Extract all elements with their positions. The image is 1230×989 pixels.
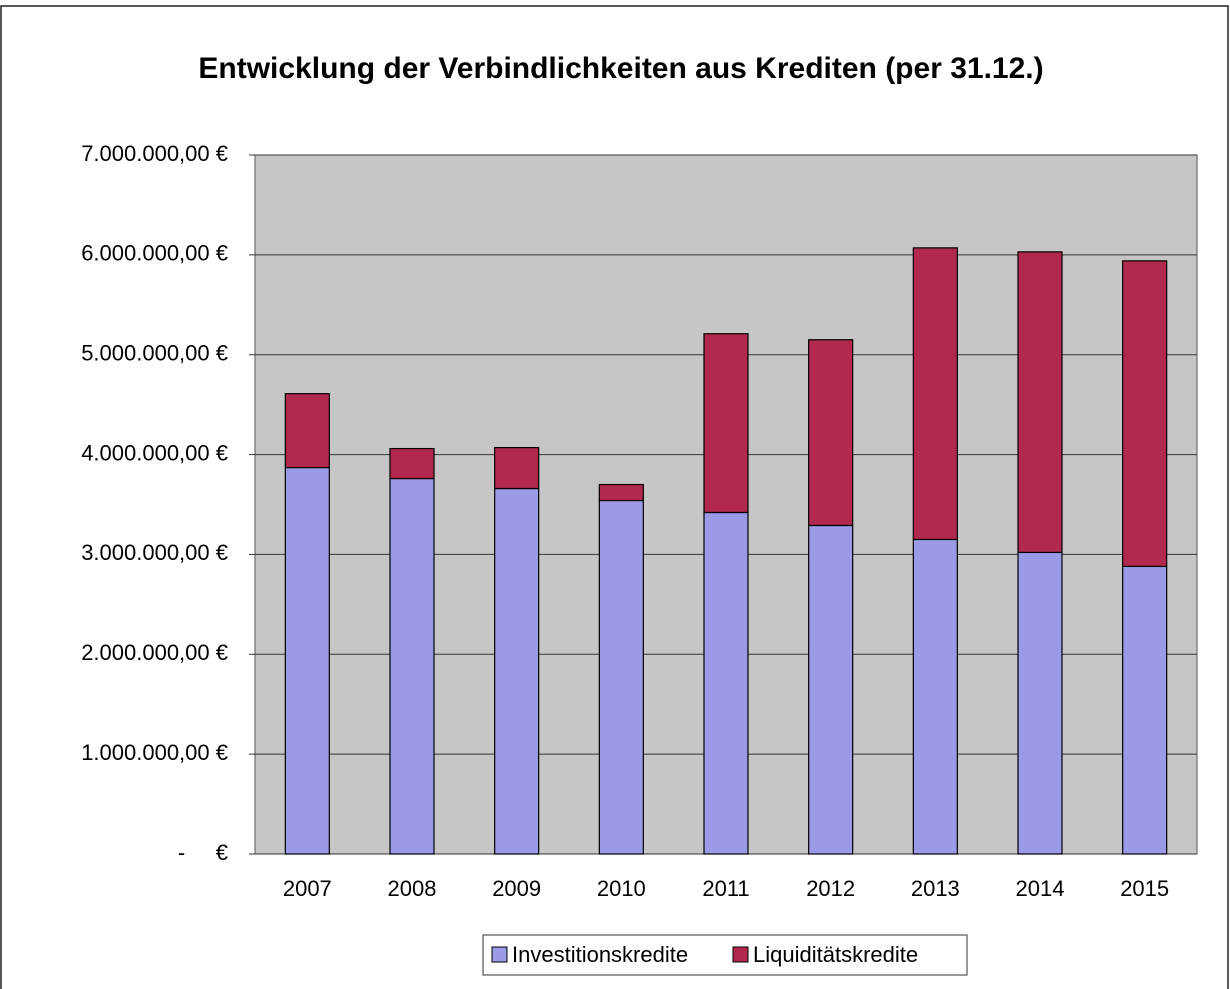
bar-segment <box>912 247 958 541</box>
x-tick-label: 2014 <box>1016 876 1065 901</box>
bar-segment <box>494 446 540 490</box>
y-tick-label: 2.000.000,00 € <box>81 640 228 665</box>
y-tick-label: 4.000.000,00 € <box>81 440 228 465</box>
bar-segment <box>808 524 854 855</box>
bar-segment <box>703 333 749 514</box>
legend-box <box>482 934 968 976</box>
bar-segment <box>389 447 435 480</box>
bar-segment <box>598 499 644 855</box>
bar-segment <box>1122 565 1168 855</box>
bar-segment <box>1017 551 1063 855</box>
legend-swatch <box>491 946 508 963</box>
y-tick-label: 1.000.000,00 € <box>81 740 228 765</box>
bar-segment <box>1122 260 1168 568</box>
legend-swatch <box>732 946 749 963</box>
chart-title: Entwicklung der Verbindlichkeiten aus Kr… <box>198 52 1043 85</box>
x-tick-label: 2015 <box>1120 876 1169 901</box>
bar-segment <box>912 538 958 855</box>
x-tick-label: 2007 <box>283 876 332 901</box>
bar-segment <box>703 511 749 855</box>
x-tick-label: 2011 <box>702 876 749 901</box>
y-tick-label: 7.000.000,00 € <box>81 141 228 166</box>
bar-segment <box>1017 251 1063 554</box>
y-tick-label: 6.000.000,00 € <box>81 241 228 266</box>
y-tick-label: 5.000.000,00 € <box>81 341 228 366</box>
bar-segment <box>494 487 540 855</box>
x-tick-label: 2012 <box>806 876 855 901</box>
bar-segment <box>598 483 644 502</box>
bar-segment <box>389 477 435 855</box>
x-tick-label: 2008 <box>388 876 437 901</box>
bar-segment <box>808 339 854 527</box>
legend-label: Investitionskredite <box>512 942 688 967</box>
chart-frame <box>0 5 1229 989</box>
bar-segment <box>284 466 330 855</box>
bar-segment <box>284 393 330 469</box>
y-tick-label: 3.000.000,00 € <box>81 540 228 565</box>
x-tick-label: 2009 <box>492 876 541 901</box>
legend-label: Liquiditätskredite <box>753 942 918 967</box>
y-tick-label: - € <box>178 840 228 865</box>
x-tick-label: 2010 <box>597 876 646 901</box>
x-tick-label: 2013 <box>911 876 960 901</box>
